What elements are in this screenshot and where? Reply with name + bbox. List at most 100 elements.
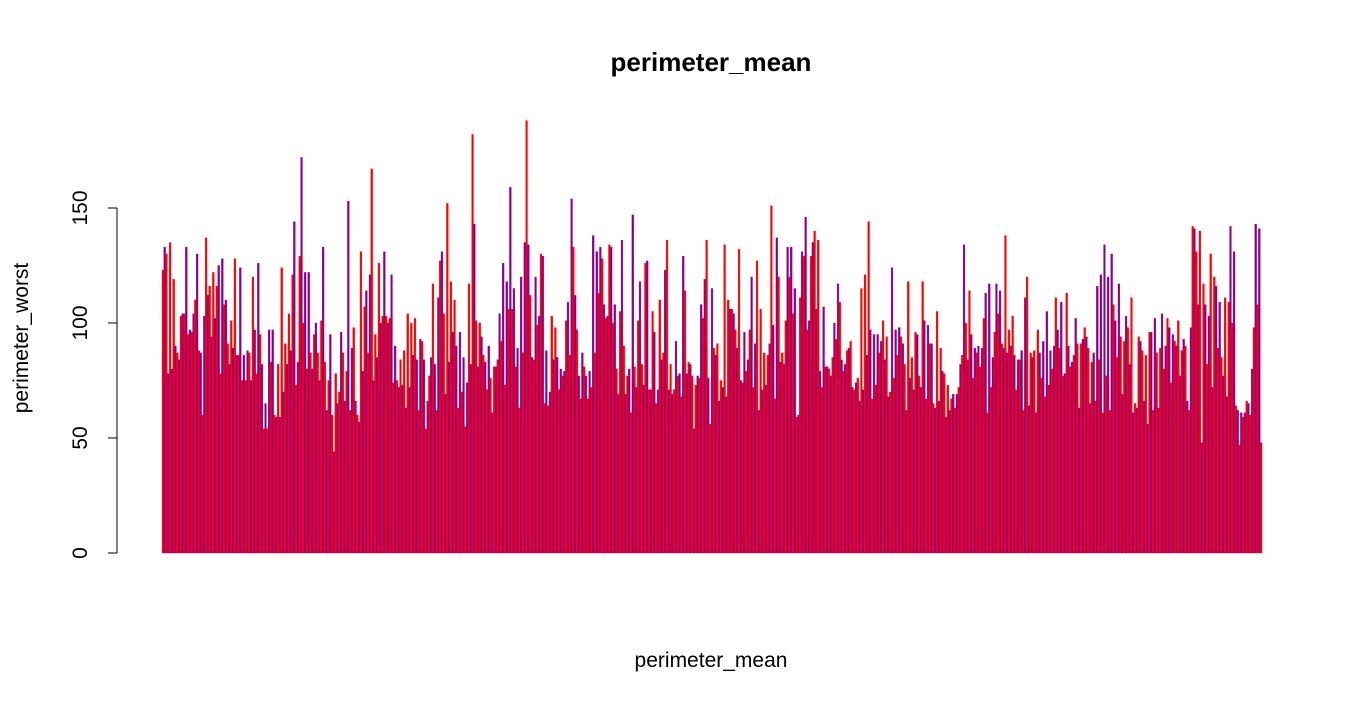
bar xyxy=(1227,302,1230,554)
bar xyxy=(554,327,557,554)
bar xyxy=(314,322,318,554)
bar xyxy=(1063,373,1066,554)
bar xyxy=(723,244,726,554)
bar xyxy=(1123,341,1126,554)
bar xyxy=(946,384,949,554)
bar xyxy=(851,387,854,554)
bar xyxy=(523,242,526,554)
bar xyxy=(680,396,683,554)
bar xyxy=(255,373,258,554)
bar xyxy=(404,407,408,554)
bar xyxy=(1009,345,1012,554)
bar xyxy=(1224,297,1227,554)
bar xyxy=(539,253,543,554)
bar xyxy=(734,329,737,554)
bar xyxy=(268,329,271,554)
bar xyxy=(271,329,274,554)
bar xyxy=(692,428,696,554)
bar xyxy=(368,274,372,554)
bar xyxy=(224,299,227,554)
bar xyxy=(419,338,422,554)
bar xyxy=(464,426,467,554)
bar xyxy=(610,246,613,554)
bar xyxy=(777,276,780,554)
bar xyxy=(232,348,235,554)
bar xyxy=(356,414,359,554)
bar xyxy=(1034,412,1038,554)
bar xyxy=(764,384,768,554)
bar xyxy=(926,325,930,554)
bar xyxy=(691,375,694,554)
x-axis-label: perimeter_mean xyxy=(635,649,788,672)
bar xyxy=(970,334,973,554)
bar xyxy=(327,380,330,554)
bar xyxy=(1101,412,1104,554)
bar xyxy=(318,380,321,554)
bar xyxy=(1067,345,1070,554)
bar xyxy=(1197,304,1200,554)
bar xyxy=(412,355,415,554)
bar xyxy=(507,309,510,554)
bar xyxy=(343,401,346,554)
bar xyxy=(489,378,492,554)
bar xyxy=(1115,357,1119,554)
bar xyxy=(1211,387,1214,554)
bar xyxy=(665,240,669,554)
bar xyxy=(206,295,209,554)
bar xyxy=(1202,283,1205,554)
bar xyxy=(487,345,490,554)
bar xyxy=(943,373,946,554)
bar xyxy=(217,265,220,554)
bar xyxy=(406,313,409,554)
bar xyxy=(779,361,782,554)
bar xyxy=(577,375,580,554)
bar xyxy=(728,309,732,554)
bar xyxy=(298,256,301,554)
bar xyxy=(773,398,777,554)
bar xyxy=(664,269,667,554)
bar xyxy=(163,246,166,554)
bar xyxy=(770,205,773,554)
bar xyxy=(494,366,498,554)
bar xyxy=(1011,315,1014,554)
bar xyxy=(901,343,904,554)
bar xyxy=(923,320,926,554)
bar xyxy=(624,394,627,554)
bar xyxy=(284,343,287,554)
bar xyxy=(295,384,298,554)
bar xyxy=(561,375,564,554)
bar xyxy=(597,292,600,554)
bar xyxy=(739,380,742,554)
bar xyxy=(471,134,474,554)
bar xyxy=(714,355,717,554)
bar xyxy=(1207,315,1210,554)
bar xyxy=(898,327,901,554)
bar xyxy=(1112,304,1115,554)
bar xyxy=(885,336,888,554)
bar xyxy=(485,389,489,554)
bar xyxy=(881,320,885,554)
bar xyxy=(260,364,263,554)
bar xyxy=(439,260,442,554)
bar xyxy=(527,244,530,554)
bar xyxy=(262,428,265,554)
bar xyxy=(532,359,535,554)
bar xyxy=(239,267,242,554)
bar xyxy=(804,217,807,554)
bar xyxy=(322,246,325,554)
bar xyxy=(320,320,323,554)
bar xyxy=(1150,332,1153,554)
bar xyxy=(1245,401,1248,554)
bar xyxy=(340,332,343,554)
bar xyxy=(237,355,240,554)
bar xyxy=(768,343,771,554)
bar xyxy=(541,256,544,554)
bar xyxy=(428,375,431,554)
bar xyxy=(1036,329,1039,554)
bar xyxy=(449,281,453,554)
bar xyxy=(491,412,494,554)
bar xyxy=(338,391,341,554)
bar xyxy=(640,364,643,554)
bar xyxy=(386,322,390,554)
bar xyxy=(710,288,714,554)
